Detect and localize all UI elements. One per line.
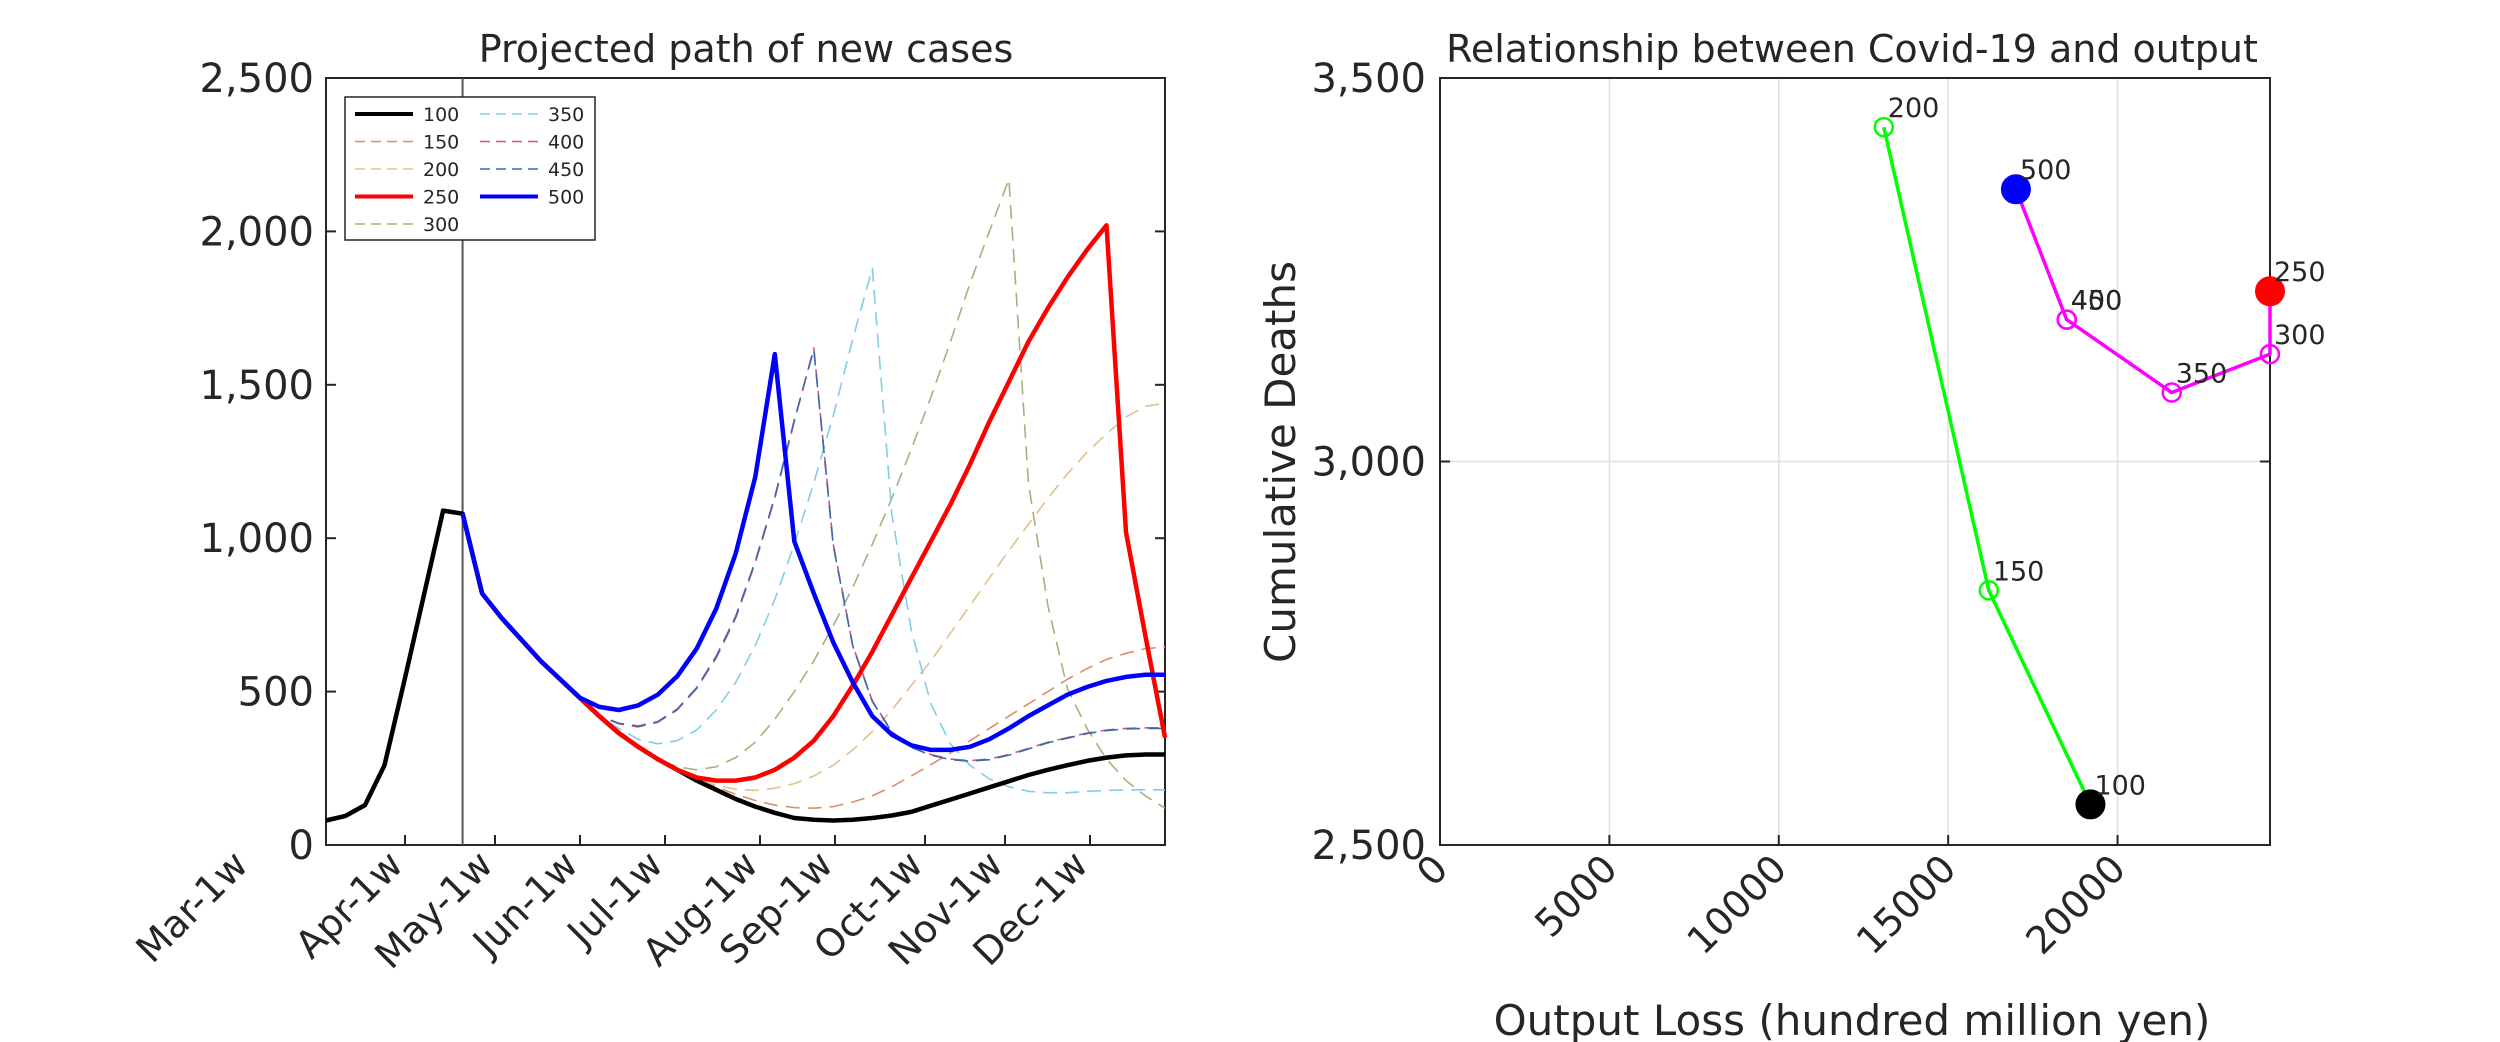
point-label-350: 350 bbox=[2176, 358, 2228, 389]
point-label-300: 300 bbox=[2274, 320, 2326, 351]
path-line-1 bbox=[2014, 188, 2272, 395]
legend-box bbox=[344, 96, 596, 241]
right-chart-title: Relationship between Covid-19 and output bbox=[1446, 27, 2258, 71]
legend-label-250: 250 bbox=[423, 187, 459, 209]
left-y-tick-label: 1,500 bbox=[199, 363, 314, 409]
legend-label-450: 450 bbox=[548, 159, 584, 181]
legend-label-400: 400 bbox=[548, 132, 584, 154]
point-label-150: 150 bbox=[1993, 556, 2045, 587]
left-y-tick-label: 2,000 bbox=[199, 209, 314, 255]
point-marker-450 bbox=[2056, 309, 2077, 330]
left-legend: 100 150 200 250 300 350 400 450 500 bbox=[344, 96, 596, 241]
point-label-100: 100 bbox=[2094, 770, 2146, 801]
point-label-200: 200 bbox=[1888, 93, 1940, 124]
left-axes-box bbox=[325, 77, 1166, 846]
legend-label-300: 300 bbox=[423, 214, 459, 236]
right-y-tick-label: 3,500 bbox=[1311, 56, 1426, 102]
point-marker-200 bbox=[1873, 116, 1895, 138]
left-y-tick-label: 0 bbox=[289, 823, 314, 869]
point-marker-500 bbox=[2000, 174, 2031, 205]
legend-label-350: 350 bbox=[548, 104, 584, 126]
path-line-0 bbox=[1882, 126, 2092, 806]
legend-label-500: 500 bbox=[548, 187, 584, 209]
left-chart-title: Projected path of new cases bbox=[479, 27, 1014, 71]
point-marker-250 bbox=[2255, 276, 2285, 307]
right-chart-xlabel: Output Loss (hundred million yen) bbox=[1494, 996, 2211, 1042]
point-label-250: 250 bbox=[2274, 257, 2326, 288]
point-marker-300 bbox=[2259, 343, 2281, 365]
left-y-tick-label: 500 bbox=[238, 670, 314, 716]
right-chart-ylabel: Cumulative Deaths bbox=[1256, 261, 1305, 663]
right-y-tick-label: 2,500 bbox=[1311, 823, 1426, 869]
legend-label-100: 100 bbox=[423, 104, 459, 126]
series-line-500 bbox=[460, 351, 1165, 753]
point-label-500: 500 bbox=[2020, 155, 2072, 186]
point-label-400: 400 bbox=[2071, 286, 2123, 317]
point-marker-150 bbox=[1978, 580, 2000, 601]
left-y-tick-label: 1,000 bbox=[199, 516, 314, 562]
right-y-tick-label: 3,000 bbox=[1311, 440, 1426, 486]
left-y-tick-label: 2,500 bbox=[199, 56, 314, 102]
legend-label-200: 200 bbox=[423, 159, 459, 181]
legend-label-150: 150 bbox=[423, 132, 459, 154]
point-marker-350 bbox=[2161, 382, 2183, 403]
point-label-450: 450 bbox=[2071, 286, 2123, 317]
point-marker-100 bbox=[2075, 789, 2106, 820]
